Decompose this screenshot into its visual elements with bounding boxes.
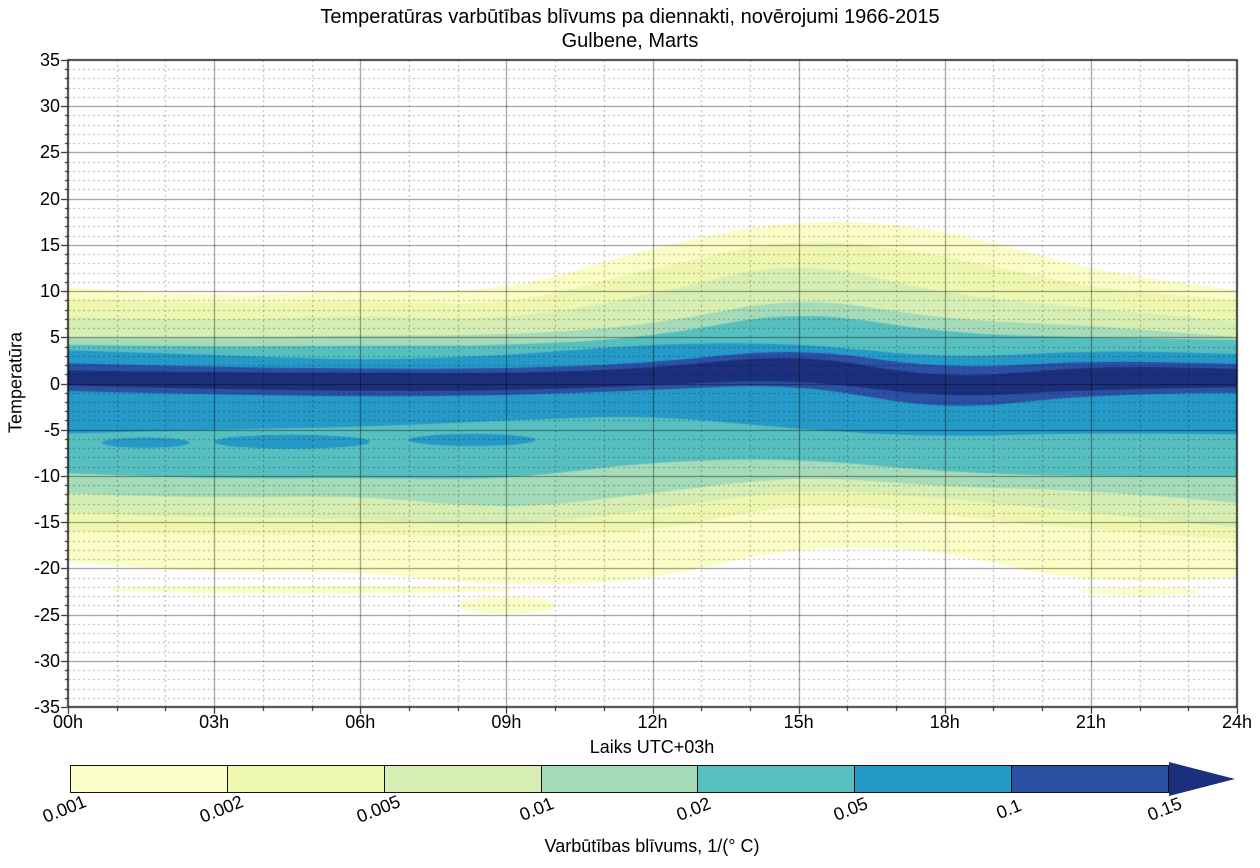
colorbar-segment [384, 766, 542, 792]
y-tick-label: -30 [33, 650, 60, 671]
y-tick-label: -20 [33, 558, 60, 579]
colorbar-label: Varbūtības blīvums, 1/(° C) [544, 836, 760, 856]
y-tick-label: 30 [39, 96, 60, 117]
x-tick-label: 21h [1075, 712, 1106, 732]
y-tick-label: 15 [39, 234, 60, 255]
y-tick-label: 10 [39, 281, 60, 302]
y-tick-label: -35 [33, 697, 60, 717]
chart-subtitle: Gulbene, Marts [561, 30, 699, 52]
x-axis-label: Laiks UTC+03h [589, 737, 715, 757]
colorbar-segment [227, 766, 385, 792]
y-tick-label: -10 [33, 465, 60, 486]
colorbar-tick-label: 0.15 [1144, 793, 1185, 825]
x-tick-label: 00h [52, 712, 84, 732]
chart-title: Temperatūras varbūtības blīvums pa dienn… [320, 6, 940, 28]
y-tick-label: 5 [49, 327, 60, 348]
colorbar-tick-label: 0.002 [196, 791, 247, 827]
x-tick-label: 18h [929, 712, 960, 732]
y-tick-label: -5 [43, 419, 60, 440]
colorbar: 0.001 0.002 0.005 0.01 0.02 0.05 0.1 0.15 [40, 762, 1235, 827]
colorbar-tick-label: 0.001 [39, 791, 90, 827]
colorbar-segment [1012, 766, 1169, 792]
x-tick-label: 09h [491, 712, 522, 732]
colorbar-segment [541, 766, 699, 792]
colorbar-segment [71, 766, 228, 792]
colorbar-segment [855, 766, 1013, 792]
colorbar-segments [70, 765, 1169, 793]
colorbar-tick-label: 0.02 [673, 793, 714, 825]
colorbar-tick-label: 0.005 [353, 791, 404, 827]
contour-plot-canvas [60, 52, 1245, 715]
colorbar-segment [698, 766, 856, 792]
y-tick-label: 25 [39, 142, 60, 163]
x-tick-label: 06h [345, 712, 376, 732]
y-tick-label: -15 [33, 512, 60, 533]
colorbar-tick-label: 0.1 [993, 795, 1025, 823]
colorbar-tick-label: 0.01 [516, 793, 557, 825]
y-tick-label: 0 [49, 373, 60, 394]
y-tick-label: 20 [39, 188, 60, 209]
y-tick-label: -25 [33, 604, 60, 625]
colorbar-arrow [1169, 762, 1235, 796]
y-tick-label: 35 [39, 50, 60, 70]
x-tick-label: 03h [199, 712, 230, 732]
colorbar-tick-label: 0.05 [830, 793, 871, 825]
x-tick-label: 24h [1221, 712, 1253, 732]
x-tick-label: 15h [783, 712, 814, 732]
x-tick-label: 12h [637, 712, 668, 732]
